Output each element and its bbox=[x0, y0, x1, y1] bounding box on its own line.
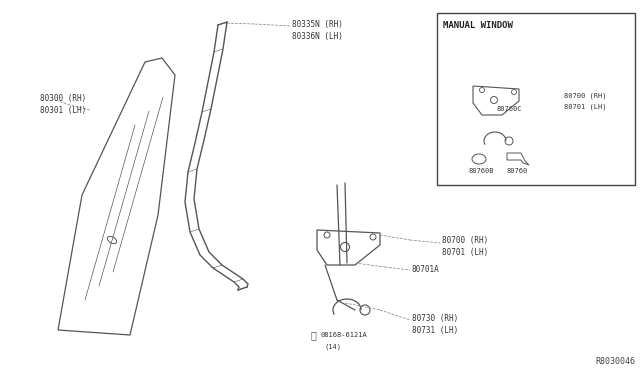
Text: 80731 (LH): 80731 (LH) bbox=[412, 326, 458, 334]
Text: 08168-6121A: 08168-6121A bbox=[321, 332, 368, 338]
Text: MANUAL WINDOW: MANUAL WINDOW bbox=[443, 21, 513, 30]
Text: 80336N (LH): 80336N (LH) bbox=[292, 32, 343, 41]
Text: 80335N (RH): 80335N (RH) bbox=[292, 19, 343, 29]
Text: 80301 (LH): 80301 (LH) bbox=[40, 106, 86, 115]
Text: 80760: 80760 bbox=[507, 168, 528, 174]
Text: Ⓢ: Ⓢ bbox=[310, 330, 316, 340]
Text: (14): (14) bbox=[325, 344, 342, 350]
Text: R8030046: R8030046 bbox=[595, 357, 635, 366]
Text: 80760B: 80760B bbox=[469, 168, 495, 174]
Text: 80701 (LH): 80701 (LH) bbox=[564, 104, 607, 110]
Text: 80701A: 80701A bbox=[412, 266, 440, 275]
Text: 80701 (LH): 80701 (LH) bbox=[442, 247, 488, 257]
Text: 80700 (RH): 80700 (RH) bbox=[564, 93, 607, 99]
Text: 80300 (RH): 80300 (RH) bbox=[40, 93, 86, 103]
FancyBboxPatch shape bbox=[437, 13, 635, 185]
Text: 80730 (RH): 80730 (RH) bbox=[412, 314, 458, 323]
Text: 80700 (RH): 80700 (RH) bbox=[442, 235, 488, 244]
Text: 80760C: 80760C bbox=[497, 106, 522, 112]
